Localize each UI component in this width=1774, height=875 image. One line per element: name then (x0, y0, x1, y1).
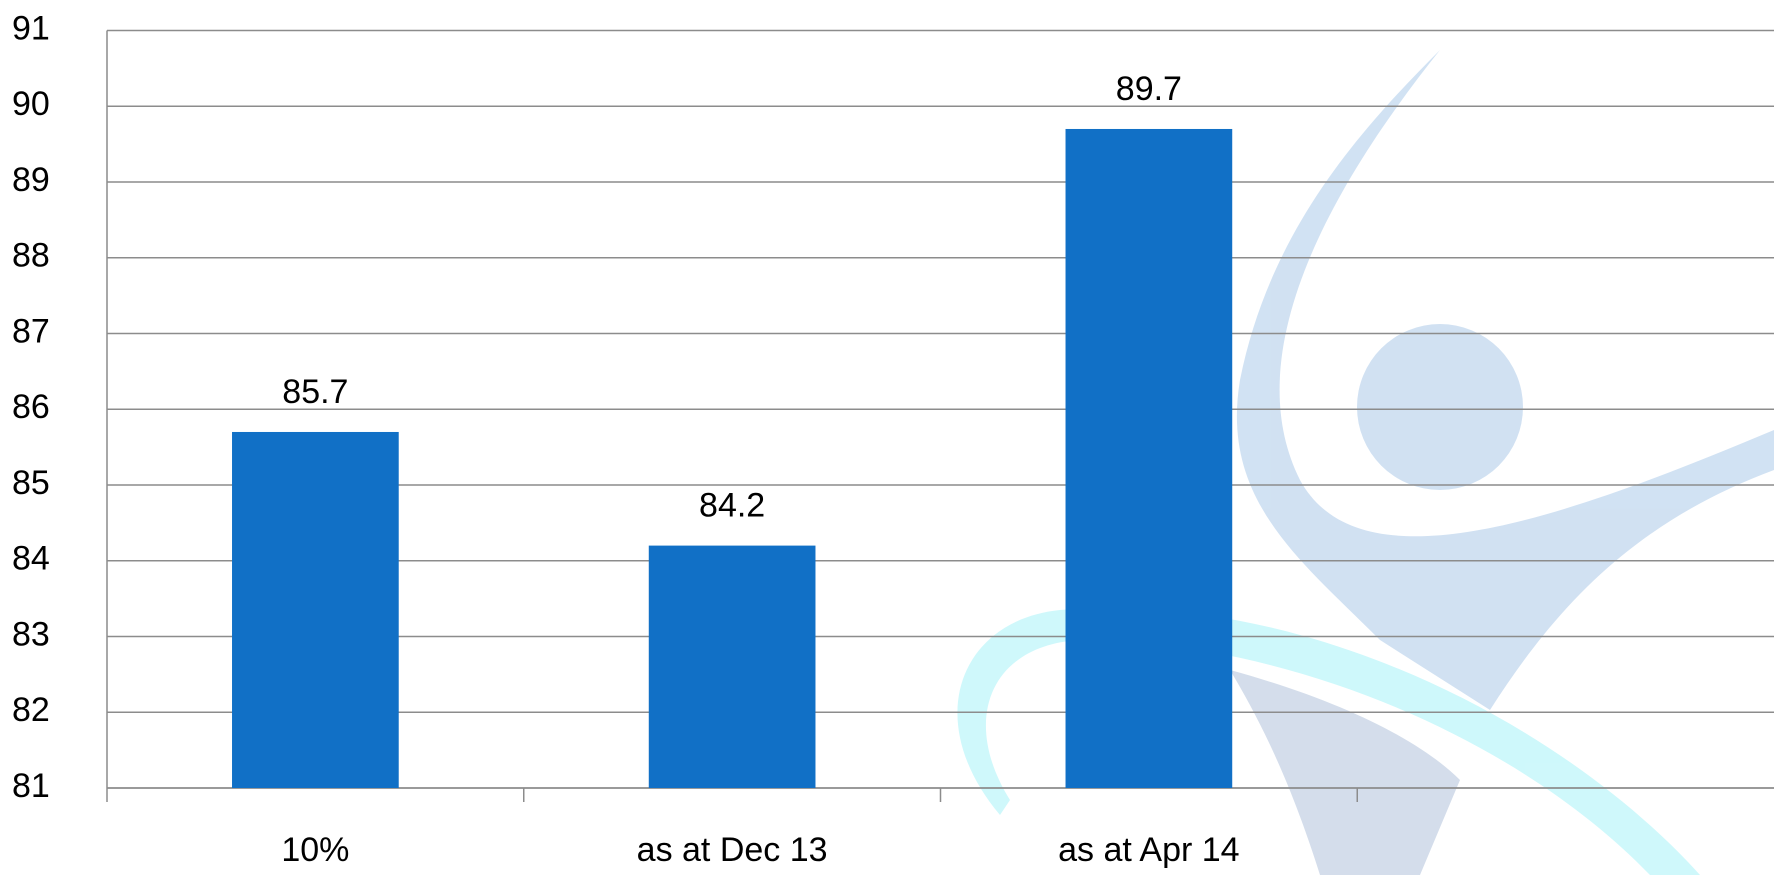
watermark (957, 50, 1774, 875)
y-tick-label: 90 (12, 85, 50, 123)
data-label: 84.2 (699, 487, 765, 525)
y-tick-label: 84 (12, 540, 50, 578)
x-tick-label: as at Dec 13 (637, 831, 828, 869)
watermark-head (1357, 324, 1523, 490)
y-tick-label: 87 (12, 312, 50, 350)
bar (1065, 128, 1233, 789)
bar (232, 431, 399, 788)
y-tick-label: 86 (12, 388, 50, 426)
y-tick-label: 85 (12, 464, 50, 502)
watermark-arc (957, 607, 1700, 875)
data-label: 85.7 (282, 373, 348, 411)
x-tick-label: 10% (281, 831, 349, 869)
plot-area: 81 82 83 84 85 86 87 88 89 90 91 10% 85.7 as at Dec 1… (12, 9, 1774, 869)
y-tick-label: 81 (12, 767, 50, 805)
bar (648, 545, 816, 788)
y-tick-label: 89 (12, 161, 50, 199)
y-tick-label: 82 (12, 691, 50, 729)
watermark-leg (1230, 670, 1460, 875)
y-tick-label: 88 (12, 237, 50, 275)
x-tick-label: as at Apr 14 (1058, 831, 1239, 869)
y-tick-label: 83 (12, 615, 50, 653)
y-tick-label: 91 (12, 9, 50, 47)
data-label: 89.7 (1116, 70, 1182, 108)
watermark-swoosh (1236, 50, 1774, 710)
